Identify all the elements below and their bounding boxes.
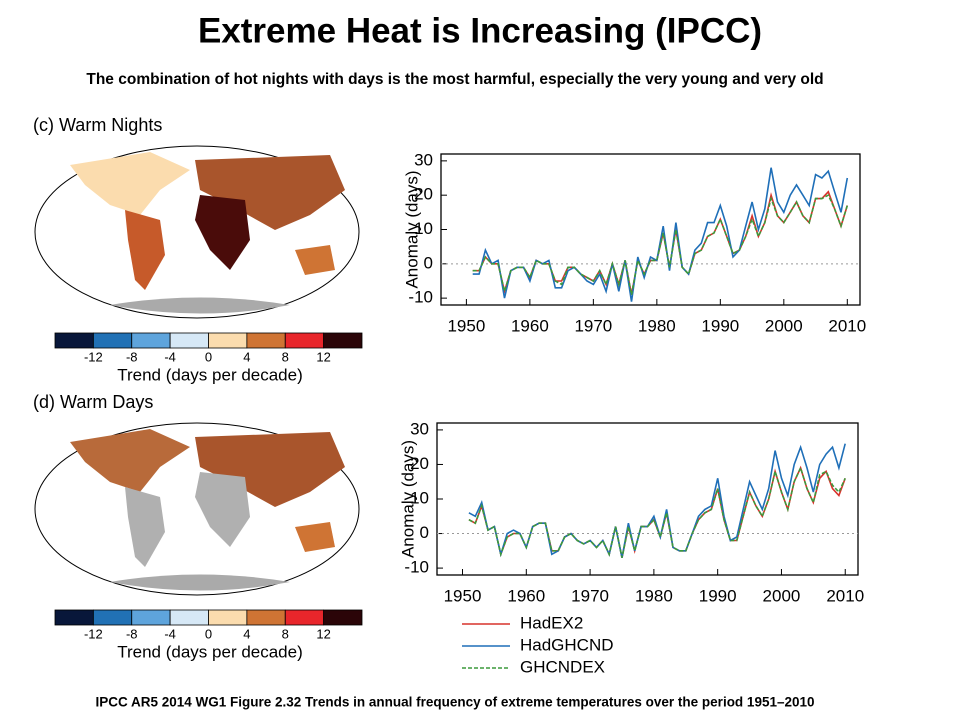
colorbar-box	[208, 609, 248, 626]
colorbar-tick-label: 4	[243, 349, 250, 364]
colorbar-tick-label: -8	[126, 349, 138, 364]
legend-label: HadEX2	[520, 613, 583, 632]
x-tick-label: 1980	[635, 586, 673, 605]
y-tick-label: 0	[424, 253, 433, 272]
colorbar-tick-label: 12	[316, 626, 330, 641]
colorbar-box	[92, 609, 133, 626]
land	[70, 429, 190, 492]
land	[295, 245, 335, 275]
land	[125, 487, 165, 567]
x-tick-label: 1950	[444, 586, 482, 605]
colorbar-tick-label: -8	[126, 626, 138, 641]
x-tick-label: 2010	[826, 586, 864, 605]
y-tick-label: 30	[414, 150, 433, 169]
y-axis-label: Anomaly (days)	[398, 440, 417, 558]
x-tick-label: 1990	[699, 586, 737, 605]
x-tick-label: 1970	[571, 586, 609, 605]
subtitle: The combination of hot nights with days …	[86, 71, 823, 88]
caption: IPCC AR5 2014 WG1 Figure 2.32 Trends in …	[95, 695, 814, 710]
line-chart: -10 0 10 20 30 1950 1960 1970 1980 1990 2000 2010 An…	[402, 150, 866, 335]
colorbar-box	[246, 609, 286, 626]
y-tick-label: 20	[410, 454, 429, 473]
colorbar-tick-label: 8	[282, 349, 289, 364]
land	[195, 472, 250, 547]
x-tick-label: 2000	[765, 316, 803, 335]
y-axis-label: Anomaly (days)	[402, 170, 421, 288]
colorbar-label: Trend (days per decade)	[117, 642, 303, 661]
x-tick-label: 1950	[447, 316, 485, 335]
x-tick-label: 1980	[638, 316, 676, 335]
map-label: (c) Warm Nights	[33, 115, 162, 135]
colorbar-box	[284, 609, 325, 626]
colorbar-tick-label: 0	[205, 626, 212, 641]
legend-label: HadGHCND	[520, 635, 614, 654]
map-d	[34, 422, 360, 596]
x-tick-label: 1960	[507, 586, 545, 605]
land	[195, 195, 250, 270]
land	[110, 297, 290, 314]
colorbar-box	[54, 609, 94, 626]
colorbar-label: Trend (days per decade)	[117, 365, 303, 384]
colorbar-box	[323, 332, 363, 349]
y-tick-label: 30	[410, 419, 429, 438]
x-tick-label: 1960	[511, 316, 549, 335]
land	[195, 155, 345, 230]
colorbar-tick-label: 0	[205, 349, 212, 364]
y-tick-label: 10	[410, 488, 429, 507]
colorbar-tick-label: 8	[282, 626, 289, 641]
colorbar-tick-label: -12	[84, 349, 103, 364]
line-chart: -10 0 10 20 30 1950 1960 1970 1980 1990 2000 2010 An…	[398, 419, 864, 676]
colorbar-box	[169, 609, 209, 626]
colorbar-box	[131, 332, 171, 349]
series-line	[468, 465, 846, 558]
colorbar-box	[54, 332, 94, 349]
land	[125, 210, 165, 290]
land	[110, 574, 290, 591]
colorbar-box	[208, 332, 248, 349]
colorbar-tick-label: -4	[164, 626, 176, 641]
colorbar-tick-label: 12	[316, 349, 330, 364]
x-tick-label: 2010	[828, 316, 866, 335]
map-c	[34, 145, 360, 319]
land	[70, 152, 190, 215]
colorbar-box	[92, 332, 133, 349]
colorbar-box	[323, 609, 363, 626]
series-line	[472, 167, 849, 302]
colorbar-box	[169, 332, 209, 349]
colorbar-tick-label: 4	[243, 626, 250, 641]
y-tick-label: -10	[408, 288, 433, 307]
colorbar-tick-label: -4	[164, 349, 176, 364]
x-tick-label: 2000	[763, 586, 801, 605]
colorbar-tick-label: -12	[84, 626, 103, 641]
y-tick-label: 10	[414, 219, 433, 238]
y-tick-label: 0	[420, 523, 429, 542]
colorbar-box	[131, 609, 171, 626]
y-tick-label: 20	[414, 185, 433, 204]
y-tick-label: -10	[404, 558, 429, 577]
land	[295, 522, 335, 552]
title: Extreme Heat is Increasing (IPCC)	[198, 11, 762, 50]
colorbar-box	[284, 332, 325, 349]
x-tick-label: 1970	[574, 316, 612, 335]
plot-frame	[440, 153, 861, 306]
series-line	[468, 443, 846, 558]
series-line	[472, 194, 849, 295]
map-label: (d) Warm Days	[33, 392, 153, 412]
colorbar-box	[246, 332, 286, 349]
x-tick-label: 1990	[701, 316, 739, 335]
land	[195, 432, 345, 507]
legend-label: GHCNDEX	[520, 657, 605, 676]
